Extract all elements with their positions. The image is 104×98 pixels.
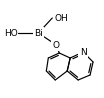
Text: OH: OH <box>54 14 68 23</box>
Text: Bi: Bi <box>34 29 43 38</box>
Text: HO: HO <box>4 29 17 38</box>
Text: N: N <box>80 48 87 57</box>
Text: O: O <box>53 40 60 49</box>
